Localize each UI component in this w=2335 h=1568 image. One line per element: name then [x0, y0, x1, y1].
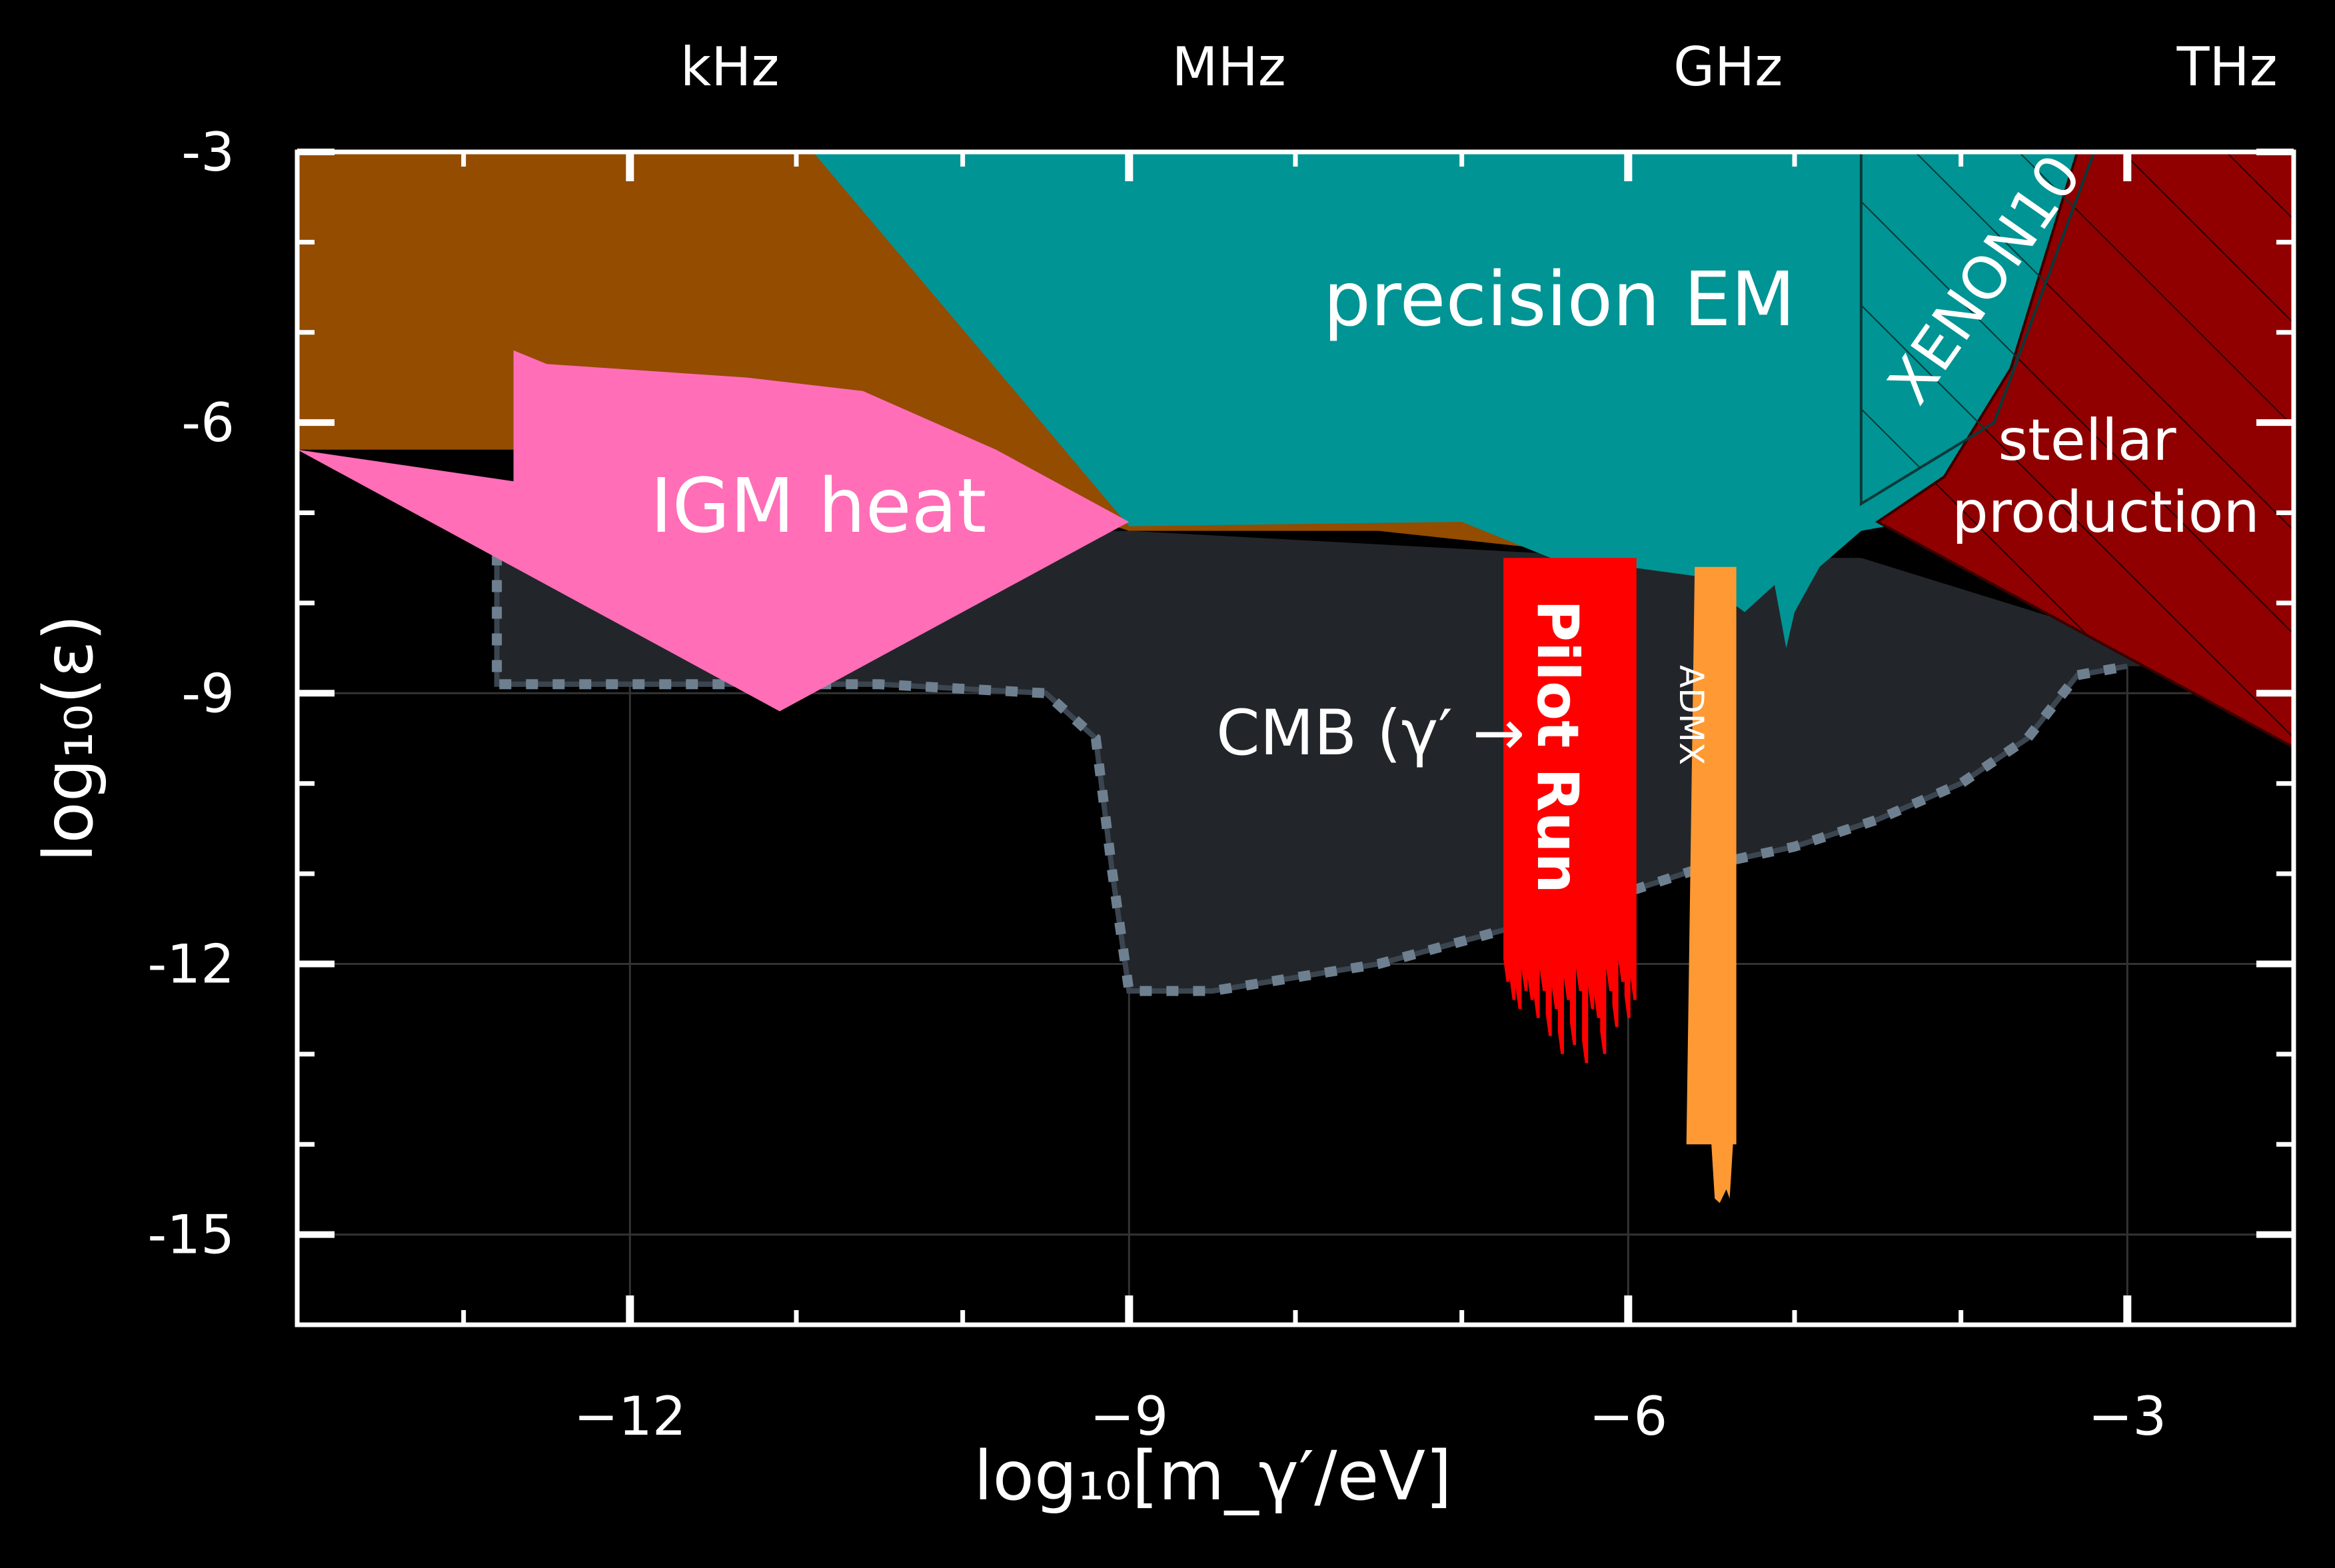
exclusion-regions	[297, 152, 2294, 1203]
cmb-boundary-dots	[492, 553, 2128, 996]
admx-region	[1686, 566, 1737, 1203]
x-tick-label: −6	[1589, 1385, 1667, 1447]
x-tick-label: −3	[2088, 1385, 2166, 1447]
y-tick-label: -6	[181, 392, 235, 454]
top-frequency-label: GHz	[1673, 36, 1783, 98]
precision-em-region	[813, 152, 2094, 648]
admx-label: ADMX	[1672, 665, 1711, 765]
y-tick-label: -12	[147, 933, 235, 995]
x-axis-label: log₁₀[m_γ′/eV]	[974, 1437, 1452, 1516]
stellar-label: stellar	[1998, 407, 2176, 474]
pilot-run-region	[1503, 558, 1637, 1064]
cmb-label: CMB (γ′ →	[1216, 697, 1525, 770]
x-tick-label: −12	[574, 1385, 686, 1447]
y-tick-label: -3	[181, 121, 235, 183]
xenon10-region	[1859, 152, 2096, 506]
top-frequency-label: MHz	[1172, 36, 1286, 98]
top-frequency-label: THz	[2176, 36, 2278, 98]
production-label: production	[1952, 479, 2260, 546]
cmb-region	[496, 530, 2211, 992]
igm-region	[297, 350, 1130, 712]
top-frequency-label: kHz	[680, 36, 779, 98]
y-tick-label: -15	[147, 1204, 235, 1266]
pilot-run-label: Pilot Run	[1524, 600, 1591, 894]
y-tick-label: -9	[181, 662, 235, 724]
axes: −12 −9 −6 −3 kHz MHz GHz THz -3 -6 -9 -12 -15	[147, 36, 2296, 1447]
x-tick-label: −9	[1090, 1385, 1168, 1447]
precision-em-label: precision EM	[1323, 257, 1795, 343]
y-axis-label: log₁₀(ε)	[29, 614, 109, 862]
igm-heat-label: IGM heat	[650, 463, 987, 550]
